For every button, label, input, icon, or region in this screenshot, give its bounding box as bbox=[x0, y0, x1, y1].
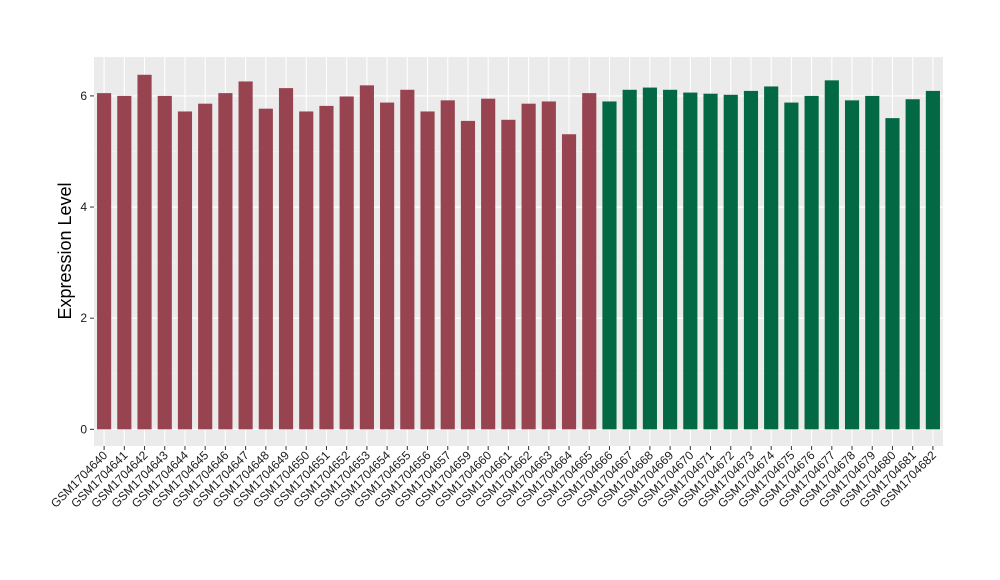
bar-GSM1704665 bbox=[582, 93, 597, 430]
bar-GSM1704653 bbox=[359, 85, 374, 430]
bar-GSM1704649 bbox=[278, 88, 294, 430]
bar-GSM1704650 bbox=[299, 111, 314, 430]
bar-GSM1704667 bbox=[622, 89, 637, 430]
bar-GSM1704682 bbox=[925, 90, 940, 430]
bar-GSM1704656 bbox=[420, 111, 435, 430]
bar-GSM1704642 bbox=[137, 74, 152, 430]
bar-GSM1704657 bbox=[440, 100, 455, 430]
bar-GSM1704643 bbox=[157, 95, 172, 430]
bar-GSM1704647 bbox=[238, 81, 253, 430]
bar-GSM1704661 bbox=[501, 119, 516, 430]
bar-GSM1704641 bbox=[117, 95, 132, 430]
bar-GSM1704648 bbox=[258, 108, 273, 430]
bar-GSM1704680 bbox=[885, 118, 900, 430]
bar-GSM1704660 bbox=[481, 98, 496, 430]
bar-GSM1704655 bbox=[400, 89, 415, 430]
bar-GSM1704675 bbox=[784, 102, 799, 430]
y-tick-label: 6 bbox=[80, 89, 87, 103]
bar-GSM1704645 bbox=[198, 103, 213, 430]
bar-GSM1704640 bbox=[97, 93, 112, 430]
y-tick-label: 0 bbox=[80, 422, 87, 436]
bar-GSM1704659 bbox=[460, 120, 476, 430]
bar-GSM1704654 bbox=[380, 102, 395, 430]
bar-GSM1704670 bbox=[683, 92, 698, 430]
y-tick-label: 2 bbox=[80, 311, 87, 325]
bar-GSM1704678 bbox=[844, 100, 860, 430]
bar-GSM1704674 bbox=[764, 86, 779, 430]
bar-GSM1704672 bbox=[723, 94, 738, 430]
bar-GSM1704668 bbox=[642, 87, 657, 430]
x-axis: GSM1704640GSM1704641GSM1704642GSM1704643… bbox=[48, 446, 939, 510]
bar-GSM1704673 bbox=[743, 90, 759, 430]
bar-GSM1704666 bbox=[602, 101, 617, 430]
bar-GSM1704646 bbox=[218, 93, 233, 430]
bar-GSM1704676 bbox=[804, 95, 819, 430]
bars bbox=[97, 74, 940, 430]
bar-GSM1704651 bbox=[319, 105, 334, 430]
bar-GSM1704644 bbox=[177, 111, 193, 430]
bar-GSM1704677 bbox=[824, 80, 839, 430]
bar-GSM1704664 bbox=[561, 134, 577, 430]
bar-GSM1704679 bbox=[865, 95, 880, 430]
bar-GSM1704681 bbox=[905, 99, 920, 430]
y-tick-label: 4 bbox=[80, 200, 87, 214]
y-axis: 0 2 4 6 bbox=[80, 89, 94, 436]
y-axis-label: Expression Level bbox=[55, 182, 75, 319]
bar-GSM1704663 bbox=[541, 101, 556, 430]
bar-GSM1704671 bbox=[703, 93, 718, 430]
plot-panel bbox=[94, 57, 943, 446]
bar-GSM1704652 bbox=[339, 96, 354, 430]
bar-GSM1704662 bbox=[521, 103, 536, 430]
bar-GSM1704669 bbox=[663, 89, 678, 430]
